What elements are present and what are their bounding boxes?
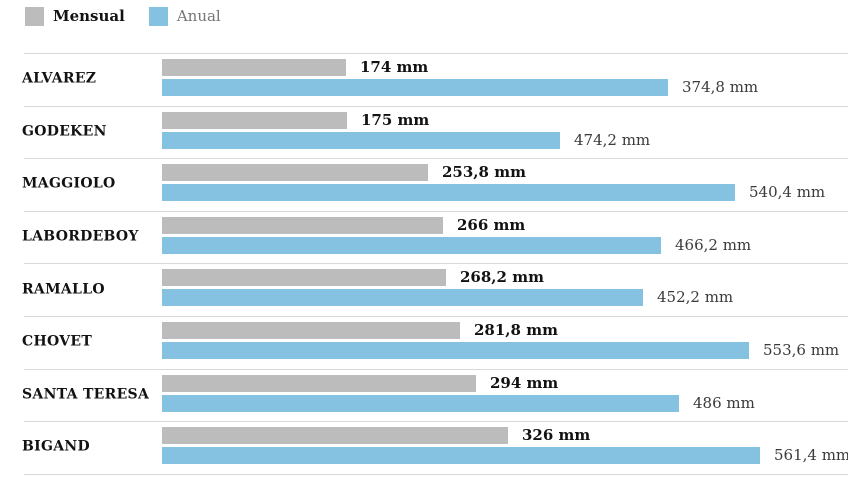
anual-bar <box>162 447 760 465</box>
row-separator <box>24 263 848 265</box>
mensual-bar <box>162 59 346 76</box>
anual-swatch-icon <box>148 6 168 26</box>
legend-item-anual: Anual <box>148 6 221 26</box>
chart-rows: ALVAREZ 174 mm 374,8 mm GODEKEN 175 mm 474,2 … <box>0 53 848 475</box>
bar-group: 174 mm 374,8 mm <box>162 59 848 99</box>
anual-bar-line: 486 mm <box>162 393 848 412</box>
anual-bar <box>162 184 735 202</box>
anual-bar-line: 553,6 mm <box>162 340 848 359</box>
chart-row: ALVAREZ 174 mm 374,8 mm <box>0 53 848 106</box>
mensual-value-label: 294 mm <box>490 373 559 392</box>
mensual-value-label: 174 mm <box>360 58 429 76</box>
anual-bar <box>162 79 668 96</box>
mensual-bar <box>162 269 446 287</box>
mensual-bar <box>162 216 443 234</box>
mensual-value-label: 175 mm <box>361 110 430 129</box>
category-label: ALVAREZ <box>22 70 97 87</box>
chart-row: SANTA TERESA 294 mm 486 mm <box>0 368 848 422</box>
anual-bar <box>162 394 679 412</box>
mensual-bar <box>162 321 460 339</box>
anual-value-label: 561,4 mm <box>774 446 848 465</box>
anual-value-label: 374,8 mm <box>682 78 759 96</box>
row-separator <box>24 158 848 160</box>
mensual-value-label: 266 mm <box>457 215 526 234</box>
mensual-bar <box>162 164 428 182</box>
mensual-bar <box>162 427 508 445</box>
row-separator <box>24 105 848 107</box>
chart-row: LABORDEBOY 266 mm 466,2 mm <box>0 210 848 264</box>
mensual-value-label: 253,8 mm <box>442 163 526 182</box>
mensual-bar <box>162 111 347 129</box>
mensual-swatch-icon <box>25 6 44 26</box>
category-label: BIGAND <box>22 439 90 456</box>
bottom-separator <box>24 473 848 475</box>
bar-group: 253,8 mm 540,4 mm <box>162 164 848 204</box>
anual-value-label: 452,2 mm <box>657 288 734 307</box>
mensual-bar-line: 174 mm <box>162 59 848 76</box>
mensual-bar-line: 281,8 mm <box>162 320 848 339</box>
mensual-bar-line: 175 mm <box>162 110 848 129</box>
anual-bar-line: 466,2 mm <box>162 235 848 254</box>
anual-bar-line: 540,4 mm <box>162 183 848 202</box>
anual-value-label: 474,2 mm <box>574 130 651 149</box>
mensual-bar-line: 268,2 mm <box>162 268 848 287</box>
chart-row: MAGGIOLO 253,8 mm 540,4 mm <box>0 158 848 211</box>
mensual-bar-line: 294 mm <box>162 373 848 392</box>
legend-item-mensual: Mensual <box>25 6 125 26</box>
category-label: RAMALLO <box>22 281 105 298</box>
anual-bar <box>162 341 749 359</box>
row-separator <box>24 421 848 423</box>
row-separator <box>24 315 848 317</box>
legend: Mensual Anual <box>25 5 221 27</box>
category-label: SANTA TERESA <box>22 386 150 403</box>
mensual-value-label: 326 mm <box>522 426 591 445</box>
row-separator <box>24 368 848 370</box>
chart-row: CHOVET 281,8 mm 553,6 mm <box>0 315 848 369</box>
mensual-value-label: 268,2 mm <box>460 268 544 287</box>
mensual-bar-line: 266 mm <box>162 215 848 234</box>
chart-row: RAMALLO 268,2 mm 452,2 mm <box>0 263 848 316</box>
bar-group: 175 mm 474,2 mm <box>162 110 848 152</box>
bar-group: 294 mm 486 mm <box>162 373 848 415</box>
mensual-bar-line: 326 mm <box>162 426 848 445</box>
legend-label-anual: Anual <box>176 7 221 25</box>
legend-label-mensual: Mensual <box>53 7 125 25</box>
category-label: MAGGIOLO <box>22 176 116 193</box>
chart-row: BIGAND 326 mm 561,4 mm <box>0 421 848 474</box>
bar-group: 326 mm 561,4 mm <box>162 427 848 467</box>
category-label: LABORDEBOY <box>22 228 139 245</box>
anual-bar <box>162 236 661 254</box>
anual-bar-line: 474,2 mm <box>162 130 848 149</box>
mensual-value-label: 281,8 mm <box>474 320 558 339</box>
bar-group: 268,2 mm 452,2 mm <box>162 269 848 309</box>
row-separator <box>24 53 848 54</box>
anual-value-label: 540,4 mm <box>749 183 826 202</box>
anual-bar-line: 452,2 mm <box>162 288 848 307</box>
row-separator <box>24 210 848 212</box>
category-label: CHOVET <box>22 333 93 350</box>
mensual-bar <box>162 374 476 392</box>
anual-value-label: 553,6 mm <box>763 340 840 359</box>
bar-group: 266 mm 466,2 mm <box>162 215 848 257</box>
mensual-bar-line: 253,8 mm <box>162 163 848 182</box>
anual-value-label: 486 mm <box>693 393 755 412</box>
category-label: GODEKEN <box>22 123 107 140</box>
anual-bar-line: 374,8 mm <box>162 79 848 96</box>
bar-group: 281,8 mm 553,6 mm <box>162 320 848 362</box>
anual-bar <box>162 131 560 149</box>
anual-value-label: 466,2 mm <box>675 235 752 254</box>
anual-bar <box>162 289 643 307</box>
chart-row: GODEKEN 175 mm 474,2 mm <box>0 105 848 159</box>
anual-bar-line: 561,4 mm <box>162 446 848 465</box>
